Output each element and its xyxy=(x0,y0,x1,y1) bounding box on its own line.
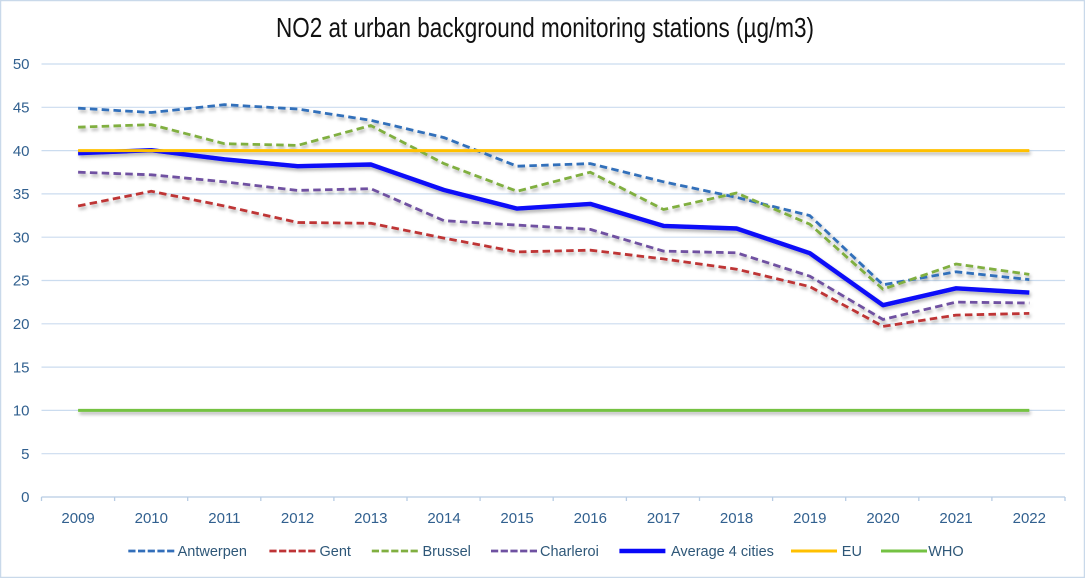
svg-text:35: 35 xyxy=(13,186,30,203)
svg-text:2012: 2012 xyxy=(281,510,314,527)
svg-text:2021: 2021 xyxy=(939,510,972,527)
svg-text:5: 5 xyxy=(21,446,29,463)
svg-text:30: 30 xyxy=(13,229,30,246)
svg-text:0: 0 xyxy=(21,489,29,506)
svg-text:2017: 2017 xyxy=(647,510,680,527)
svg-text:40: 40 xyxy=(13,143,30,160)
svg-text:2013: 2013 xyxy=(354,510,387,527)
svg-text:2009: 2009 xyxy=(61,510,94,527)
svg-text:2022: 2022 xyxy=(1013,510,1046,527)
svg-text:2018: 2018 xyxy=(720,510,753,527)
svg-text:50: 50 xyxy=(13,56,30,73)
svg-text:EU: EU xyxy=(842,544,862,560)
svg-text:2014: 2014 xyxy=(427,510,460,527)
svg-text:2015: 2015 xyxy=(500,510,533,527)
svg-text:2019: 2019 xyxy=(793,510,826,527)
svg-text:2010: 2010 xyxy=(135,510,168,527)
svg-text:Brussel: Brussel xyxy=(423,544,471,560)
svg-text:45: 45 xyxy=(13,100,30,117)
svg-text:2011: 2011 xyxy=(208,510,240,527)
svg-text:20: 20 xyxy=(13,316,30,333)
svg-text:2016: 2016 xyxy=(574,510,607,527)
svg-text:Charleroi: Charleroi xyxy=(540,544,599,560)
svg-text:WHO: WHO xyxy=(928,544,963,560)
svg-text:10: 10 xyxy=(13,403,30,420)
svg-text:NO2 at urban background monito: NO2 at urban background monitoring stati… xyxy=(276,12,814,43)
svg-text:Average 4 cities: Average 4 cities xyxy=(671,544,774,560)
svg-text:Antwerpen: Antwerpen xyxy=(178,544,247,560)
svg-text:25: 25 xyxy=(13,273,30,290)
svg-text:Gent: Gent xyxy=(320,544,351,560)
svg-text:15: 15 xyxy=(13,359,30,376)
svg-text:2020: 2020 xyxy=(866,510,899,527)
